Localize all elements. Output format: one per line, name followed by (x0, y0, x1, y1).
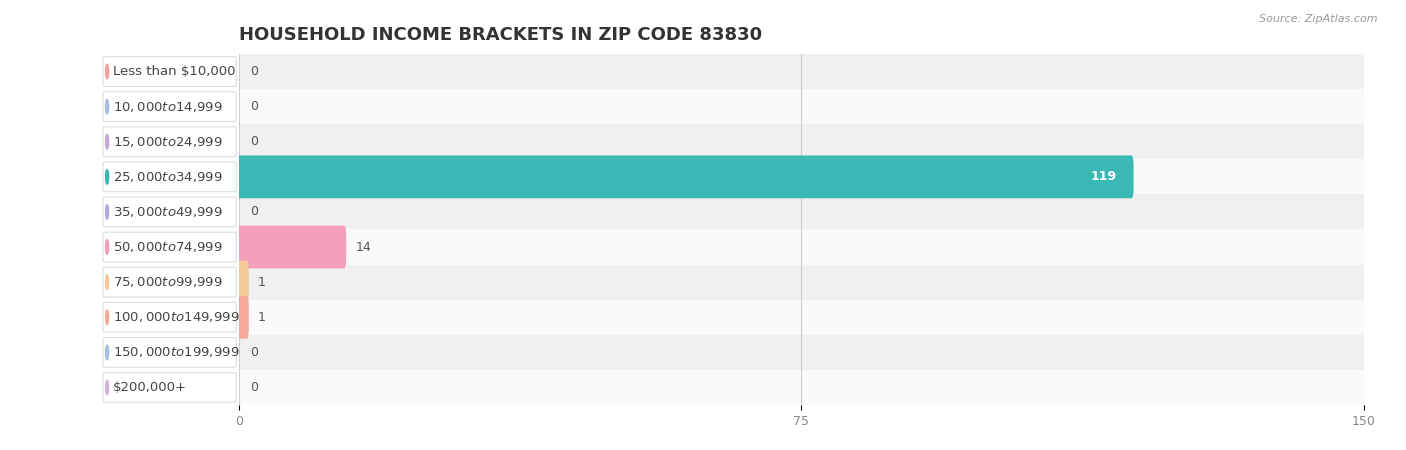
Text: $150,000 to $199,999: $150,000 to $199,999 (112, 345, 239, 360)
Bar (239, 89, 1364, 124)
Circle shape (105, 64, 108, 79)
FancyBboxPatch shape (103, 373, 236, 402)
Text: 0: 0 (250, 65, 259, 78)
Text: $50,000 to $74,999: $50,000 to $74,999 (112, 240, 222, 254)
Circle shape (105, 99, 108, 114)
FancyBboxPatch shape (103, 302, 236, 332)
FancyBboxPatch shape (236, 155, 1133, 198)
Circle shape (105, 310, 108, 324)
Text: Less than $10,000: Less than $10,000 (112, 65, 236, 78)
Text: 0: 0 (250, 135, 259, 148)
FancyBboxPatch shape (103, 162, 236, 192)
Circle shape (105, 275, 108, 289)
Text: 1: 1 (257, 311, 266, 324)
Text: $15,000 to $24,999: $15,000 to $24,999 (112, 135, 222, 149)
Bar (239, 159, 1364, 194)
Text: Source: ZipAtlas.com: Source: ZipAtlas.com (1260, 14, 1378, 23)
FancyBboxPatch shape (103, 267, 236, 297)
FancyBboxPatch shape (103, 197, 236, 227)
Bar (239, 370, 1364, 405)
Circle shape (105, 205, 108, 219)
Text: $35,000 to $49,999: $35,000 to $49,999 (112, 205, 222, 219)
Text: HOUSEHOLD INCOME BRACKETS IN ZIP CODE 83830: HOUSEHOLD INCOME BRACKETS IN ZIP CODE 83… (239, 26, 762, 44)
Text: 0: 0 (250, 206, 259, 218)
FancyBboxPatch shape (236, 261, 249, 304)
Circle shape (105, 240, 108, 254)
Bar (239, 265, 1364, 300)
Bar (239, 194, 1364, 230)
FancyBboxPatch shape (236, 225, 346, 269)
FancyBboxPatch shape (103, 127, 236, 157)
FancyBboxPatch shape (103, 232, 236, 262)
FancyBboxPatch shape (103, 92, 236, 122)
Circle shape (105, 380, 108, 395)
FancyBboxPatch shape (103, 338, 236, 367)
Circle shape (105, 135, 108, 149)
Text: $25,000 to $34,999: $25,000 to $34,999 (112, 170, 222, 184)
Text: $100,000 to $149,999: $100,000 to $149,999 (112, 310, 239, 324)
Text: $200,000+: $200,000+ (112, 381, 187, 394)
Bar (239, 54, 1364, 89)
Circle shape (105, 345, 108, 360)
Text: 0: 0 (250, 346, 259, 359)
Text: 0: 0 (250, 381, 259, 394)
Text: $75,000 to $99,999: $75,000 to $99,999 (112, 275, 222, 289)
Text: $10,000 to $14,999: $10,000 to $14,999 (112, 99, 222, 114)
Text: 14: 14 (356, 241, 371, 253)
Bar (239, 124, 1364, 159)
Bar (239, 230, 1364, 265)
Bar (239, 300, 1364, 335)
FancyBboxPatch shape (236, 296, 249, 339)
FancyBboxPatch shape (103, 57, 236, 86)
Circle shape (105, 170, 108, 184)
Text: 1: 1 (257, 276, 266, 288)
Text: 119: 119 (1090, 171, 1116, 183)
Text: 0: 0 (250, 100, 259, 113)
Bar (239, 335, 1364, 370)
